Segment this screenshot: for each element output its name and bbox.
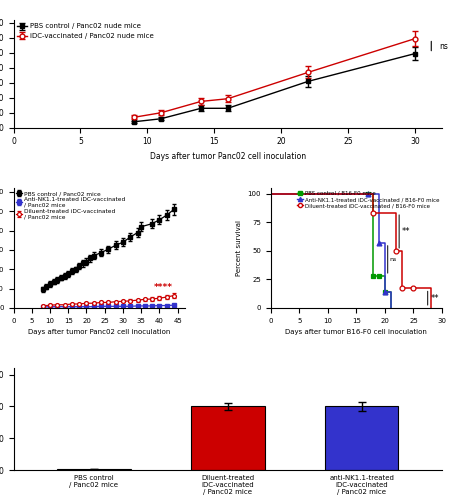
X-axis label: Days after tumor Panc02 cell inoculation: Days after tumor Panc02 cell inoculation	[28, 329, 170, 335]
Text: ****: ****	[153, 284, 173, 292]
Legend: PBS control / Panc02 mice, Anti-NK1.1-treated iDC-vaccinated
/ Panc02 mice, Dilu: PBS control / Panc02 mice, Anti-NK1.1-tr…	[16, 191, 125, 220]
Legend: PBS control / Panc02 nude mice, iDC-vaccinated / Panc02 nude mice: PBS control / Panc02 nude mice, iDC-vacc…	[17, 24, 154, 39]
Y-axis label: Percent survival: Percent survival	[236, 220, 242, 276]
Bar	[191, 406, 265, 470]
Text: **: **	[402, 227, 410, 236]
Text: **: **	[431, 294, 439, 303]
X-axis label: Days after tumor B16-F0 cell inoculation: Days after tumor B16-F0 cell inoculation	[285, 329, 427, 335]
Text: ns: ns	[389, 258, 397, 262]
X-axis label: Days after tumor Panc02 cell inoculation: Days after tumor Panc02 cell inoculation	[150, 152, 306, 161]
Bar	[325, 406, 399, 470]
Legend: PBS control / B16-F0 mice, Anti-NK1.1-treated iDC-vaccinated / B16-F0 mice, Dilu: PBS control / B16-F0 mice, Anti-NK1.1-tr…	[298, 191, 439, 208]
Text: ns: ns	[439, 42, 448, 50]
Bar	[57, 469, 131, 470]
